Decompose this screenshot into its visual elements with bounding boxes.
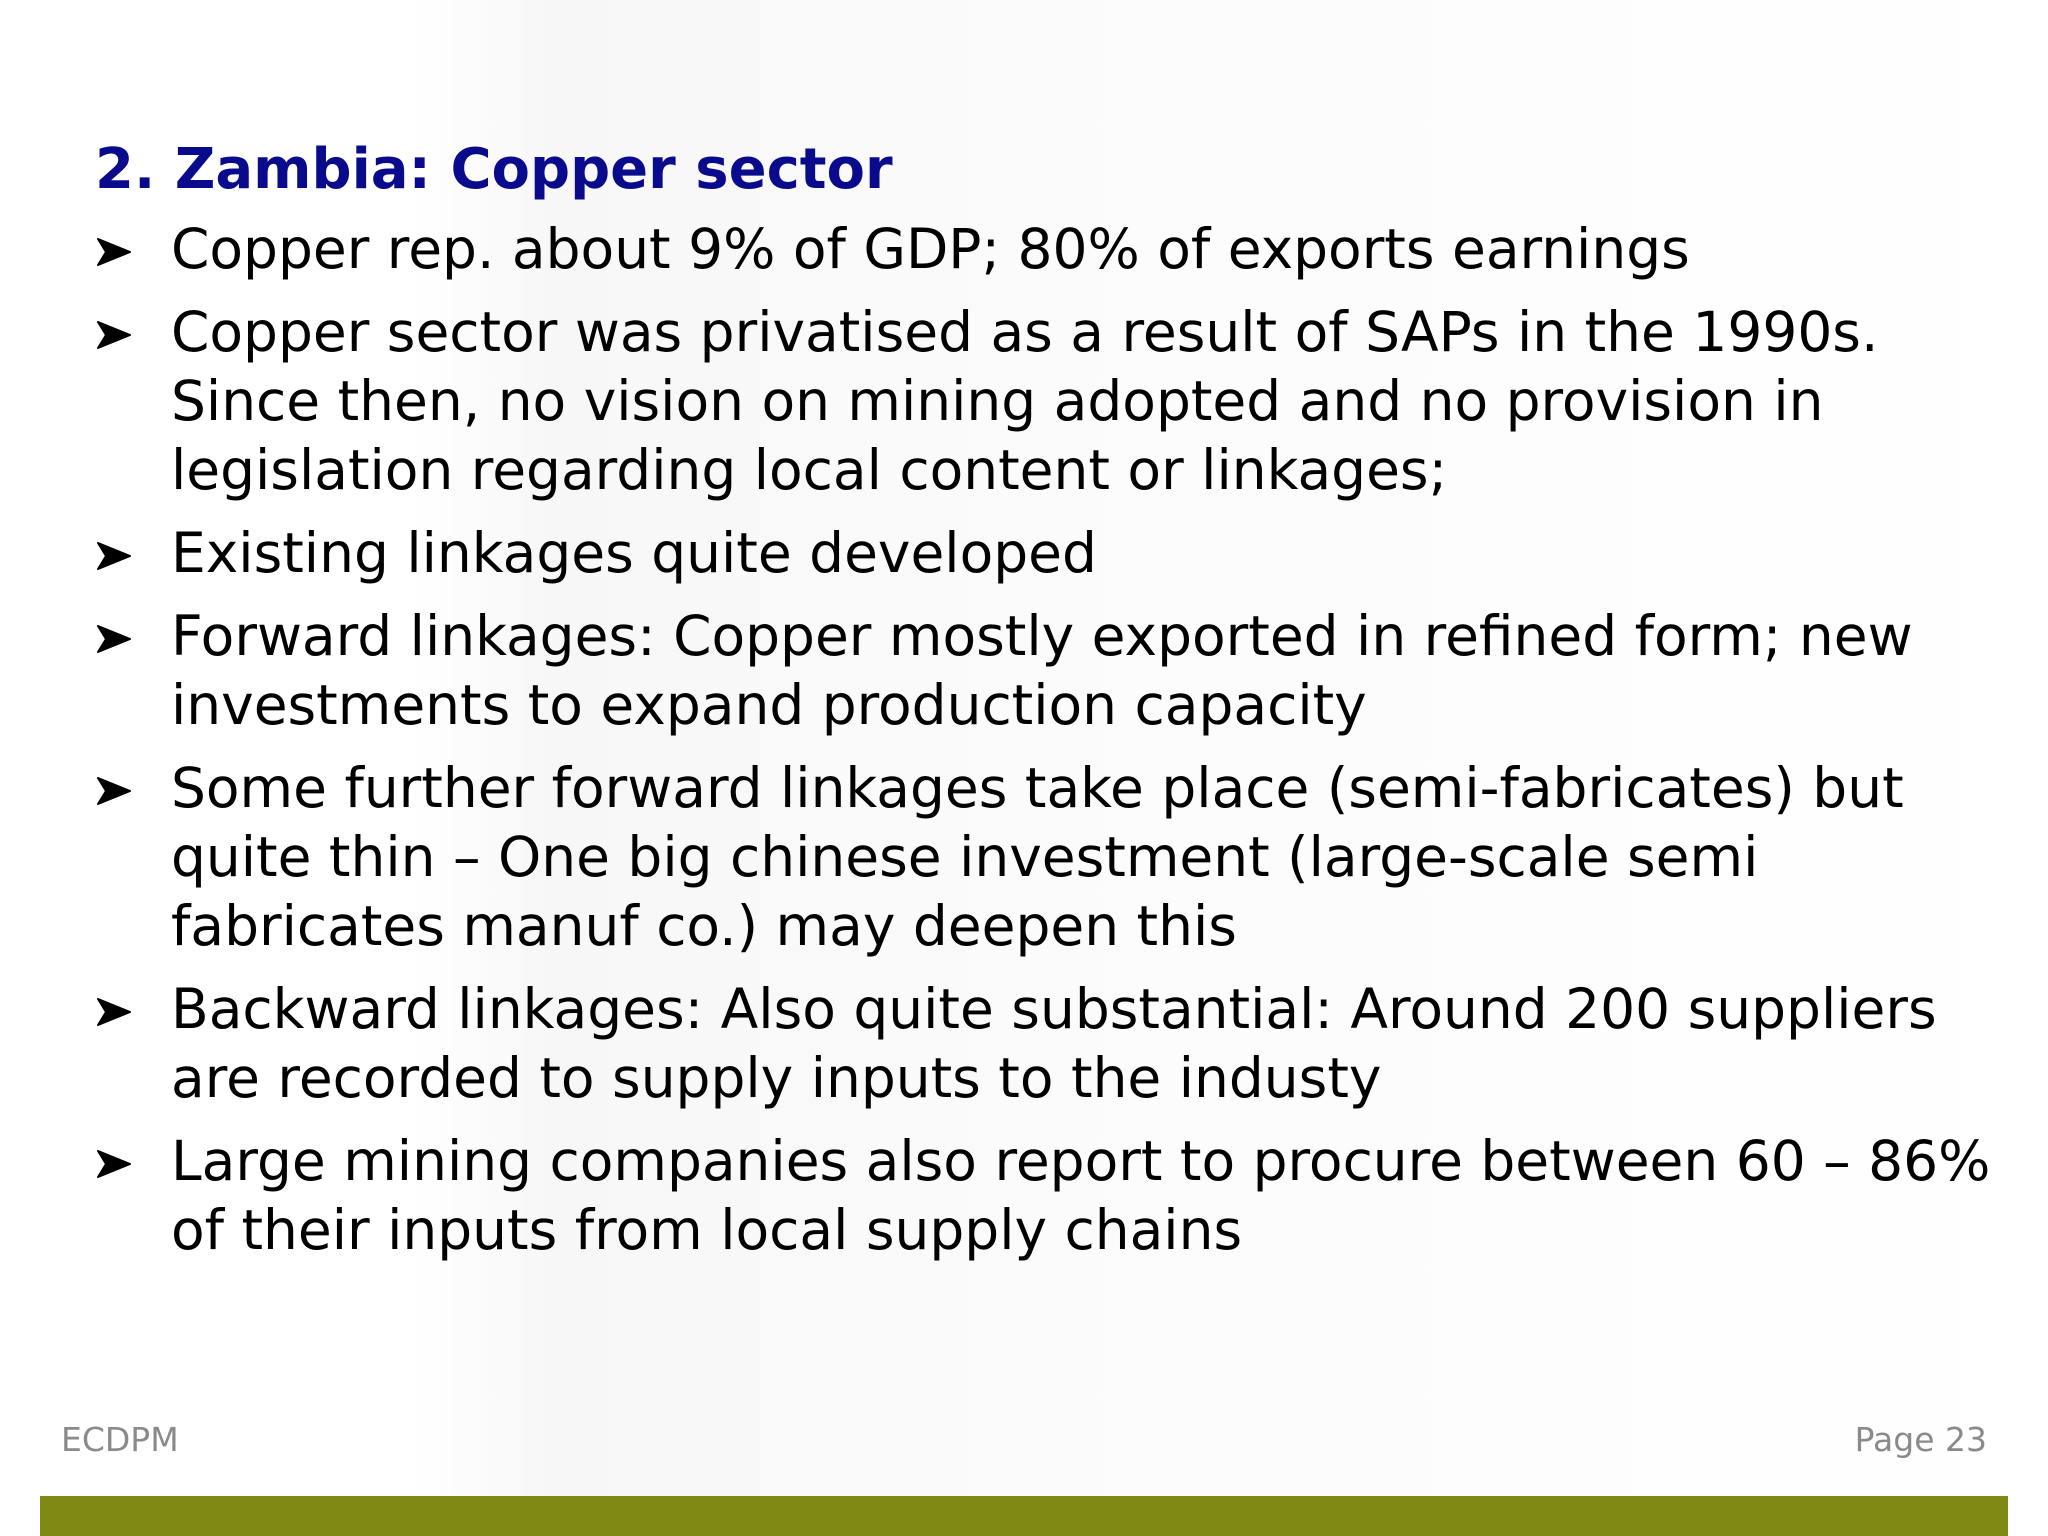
bullet-text: Some further forward linkages take place… <box>171 756 1904 958</box>
arrowhead-bullet-icon <box>95 316 133 354</box>
bullet-item: Some further forward linkages take place… <box>95 754 1995 961</box>
bullet-item: Copper sector was privatised as a result… <box>95 298 1995 505</box>
bullet-text: Existing linkages quite developed <box>171 521 1097 585</box>
bullet-text: Forward linkages: Copper mostly exported… <box>171 604 1913 737</box>
arrowhead-bullet-icon <box>95 537 133 575</box>
bullet-list: Copper rep. about 9% of GDP; 80% of expo… <box>95 215 1995 1279</box>
page-number: Page 23 <box>1854 1420 1987 1459</box>
arrowhead-bullet-icon <box>95 993 133 1031</box>
bullet-text: Copper sector was privatised as a result… <box>171 300 1879 502</box>
bullet-item: Copper rep. about 9% of GDP; 80% of expo… <box>95 215 1995 284</box>
bullet-text: Backward linkages: Also quite substantia… <box>171 977 1937 1110</box>
bullet-item: Existing linkages quite developed <box>95 519 1995 588</box>
arrowhead-bullet-icon <box>95 620 133 658</box>
footer-bar <box>40 1496 2008 1536</box>
slide-title: 2. Zambia: Copper sector <box>95 137 893 202</box>
arrowhead-bullet-icon <box>95 233 133 271</box>
arrowhead-bullet-icon <box>95 772 133 810</box>
bullet-item: Backward linkages: Also quite substantia… <box>95 975 1995 1113</box>
bullet-text: Large mining companies also report to pr… <box>171 1129 1991 1262</box>
arrowhead-bullet-icon <box>95 1145 133 1183</box>
bullet-text: Copper rep. about 9% of GDP; 80% of expo… <box>171 217 1690 281</box>
footer-organization: ECDPM <box>61 1420 179 1459</box>
bullet-item: Forward linkages: Copper mostly exported… <box>95 602 1995 740</box>
bullet-item: Large mining companies also report to pr… <box>95 1127 1995 1265</box>
